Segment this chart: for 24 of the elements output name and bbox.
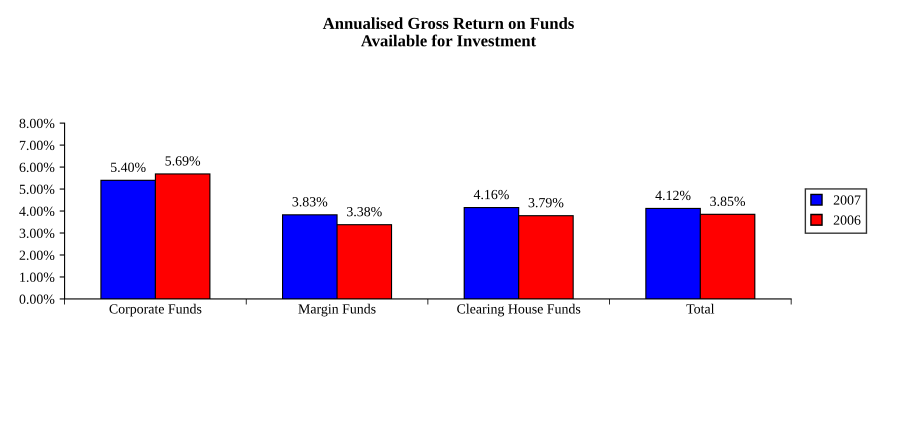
y-tick-label: 7.00% [20,140,54,150]
y-tick-label: 6.00% [20,162,54,172]
data-label: 5.40% [111,162,146,172]
x-tick-label: Total [686,304,714,314]
legend-label: 2007 [834,195,861,205]
y-tick-label: 2.00% [20,250,54,260]
data-label: 4.16% [474,190,509,200]
data-label: 5.69% [166,156,200,166]
y-tick-label: 4.00% [19,206,54,216]
data-label: 3.38% [347,206,382,216]
x-tick-label: Clearing House Funds [457,304,580,316]
x-tick-label: Corporate Funds [109,304,202,316]
data-label: 3.85% [710,196,746,206]
data-label: 3.79% [528,198,564,208]
legend-label: 2006 [834,215,861,225]
x-tick-label: Margin Funds [298,304,376,316]
y-tick-label: 5.00% [20,184,54,194]
y-tick-label: 3.00% [20,228,54,238]
data-label: 4.12% [655,190,691,200]
chart-title: Annualised Gross Return on Funds Available for Investment [322,17,574,46]
y-tick-label: 1.00% [20,272,54,282]
data-label: 3.83% [292,197,328,207]
y-tick-label: 8.00% [20,118,54,128]
y-tick-label: 0.00% [20,294,54,304]
